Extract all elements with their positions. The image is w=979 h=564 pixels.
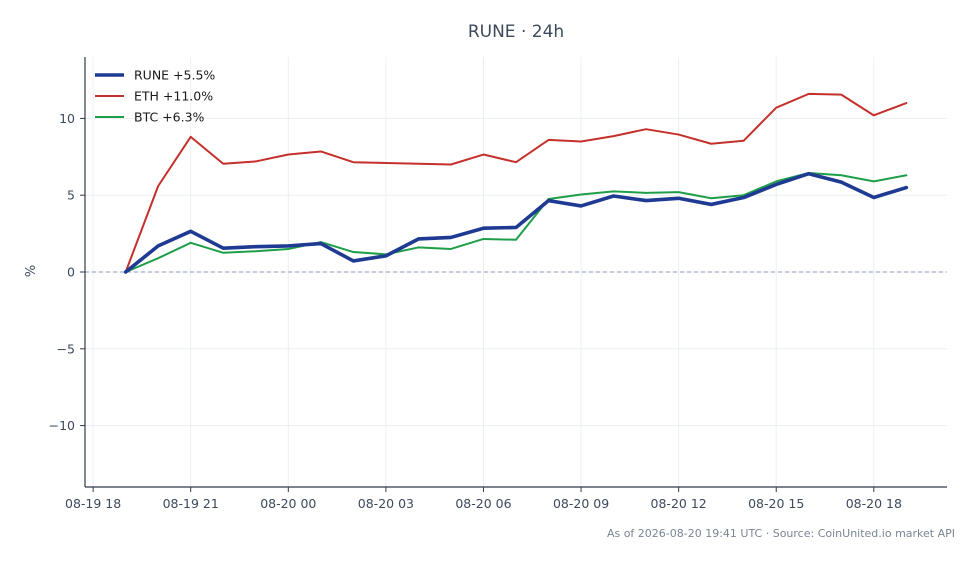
y-axis-label: %	[24, 265, 39, 277]
series-line-btc	[124, 171, 908, 273]
legend-label-rune: RUNE +5.5%	[134, 68, 215, 83]
x-axis-ticks: 08-19 18 08-19 21 08-20 00 08-20 03 08-20 06…	[65, 487, 902, 511]
chart-title: RUNE · 24h	[468, 22, 564, 42]
legend-label-eth: ETH +11.0%	[134, 89, 213, 104]
source-note: As of 2026-08-20 19:41 UTC · Source: Coi…	[607, 527, 955, 540]
x-tick-label: 08-20 03	[358, 496, 414, 511]
series-line-eth	[124, 92, 908, 273]
y-tick-label: 5	[67, 188, 75, 203]
y-tick-label: 10	[59, 111, 75, 126]
y-tick-label: −5	[57, 341, 75, 356]
x-tick-label: 08-20 09	[553, 496, 609, 511]
x-tick-label: 08-19 18	[65, 496, 121, 511]
series-layer	[123, 92, 909, 274]
x-tick-label: 08-20 06	[455, 496, 511, 511]
legend: RUNE +5.5% ETH +11.0% BTC +6.3%	[95, 68, 215, 125]
x-tick-label: 08-20 12	[651, 496, 707, 511]
legend-label-btc: BTC +6.3%	[134, 110, 205, 125]
series-line-rune	[123, 171, 909, 274]
y-tick-label: −10	[49, 418, 75, 433]
x-tick-label: 08-20 00	[260, 496, 316, 511]
y-axis-ticks: −10 −5 0 5 10	[49, 111, 85, 433]
x-tick-label: 08-20 15	[748, 496, 804, 511]
x-tick-label: 08-20 18	[846, 496, 902, 511]
y-tick-label: 0	[67, 265, 75, 280]
x-tick-label: 08-19 21	[163, 496, 219, 511]
